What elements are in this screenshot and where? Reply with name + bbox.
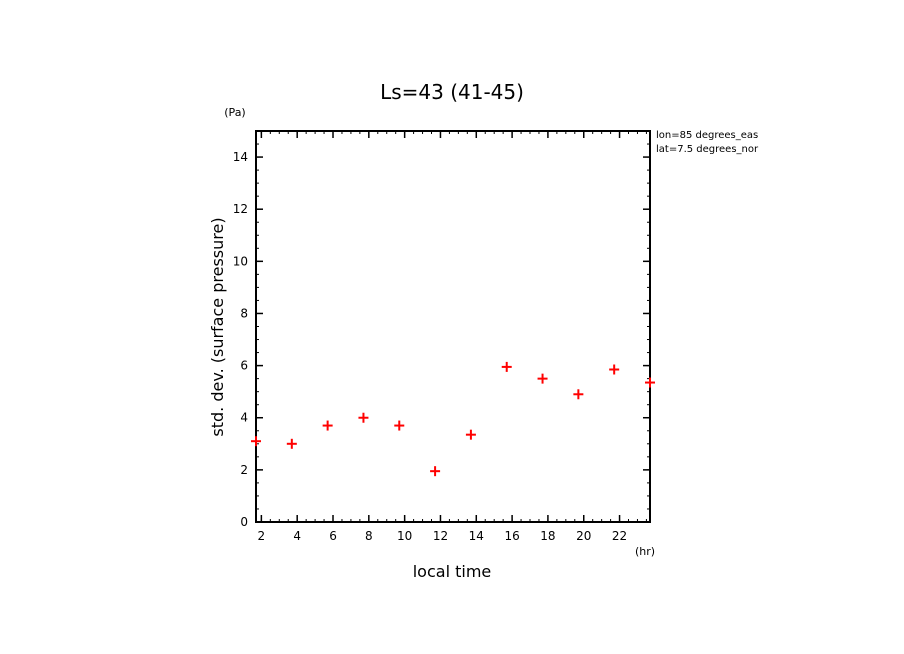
x-axis-ticks: 2 4 6 8 10 12 14 16 18 20 22: [258, 131, 627, 543]
x-axis-title: local time: [413, 562, 492, 581]
data-points: [251, 361, 655, 477]
plot-frame: [255, 130, 651, 523]
y-tick-label: 8: [240, 306, 248, 320]
x-tick-label: 4: [293, 529, 301, 543]
x-tick-label: 22: [612, 529, 627, 543]
x-tick-label: 2: [258, 529, 266, 543]
y-tick-label: 0: [240, 515, 248, 529]
data-point: [537, 373, 548, 384]
y-tick-label: 10: [233, 254, 248, 268]
x-axis-unit: (hr): [635, 545, 655, 558]
data-point: [465, 429, 476, 440]
x-tick-label: 8: [365, 529, 373, 543]
y-tick-label: 14: [233, 150, 248, 164]
x-tick-label: 18: [540, 529, 555, 543]
x-tick-label: 12: [433, 529, 448, 543]
data-point: [609, 364, 620, 375]
x-tick-label: 20: [576, 529, 591, 543]
data-point: [501, 361, 512, 372]
data-point: [394, 420, 405, 431]
y-tick-label: 2: [240, 463, 248, 477]
y-tick-label: 4: [240, 411, 248, 425]
y-tick-label: 6: [240, 359, 248, 373]
plot-axes: [255, 130, 651, 523]
data-point: [358, 412, 369, 423]
data-point: [645, 377, 655, 388]
data-point: [322, 420, 333, 431]
x-tick-label: 10: [397, 529, 412, 543]
y-axis-title: std. dev. (surface pressure): [208, 217, 227, 436]
y-tick-label: 12: [233, 202, 248, 216]
x-tick-label: 16: [504, 529, 519, 543]
data-point: [286, 438, 297, 449]
data-point: [430, 466, 441, 477]
y-axis-unit: (Pa): [224, 106, 245, 119]
data-point: [573, 389, 584, 400]
x-tick-label: 6: [329, 529, 337, 543]
chart-title: Ls=43 (41-45): [380, 80, 524, 104]
y-axis-ticks: 0 2 4 6 8 10 12 14: [233, 150, 650, 529]
annotation-lat: lat=7.5 degrees_nor: [656, 144, 759, 155]
annotation-lon: lon=85 degrees_eas: [656, 130, 758, 141]
data-point: [251, 436, 261, 447]
x-tick-label: 14: [469, 529, 484, 543]
